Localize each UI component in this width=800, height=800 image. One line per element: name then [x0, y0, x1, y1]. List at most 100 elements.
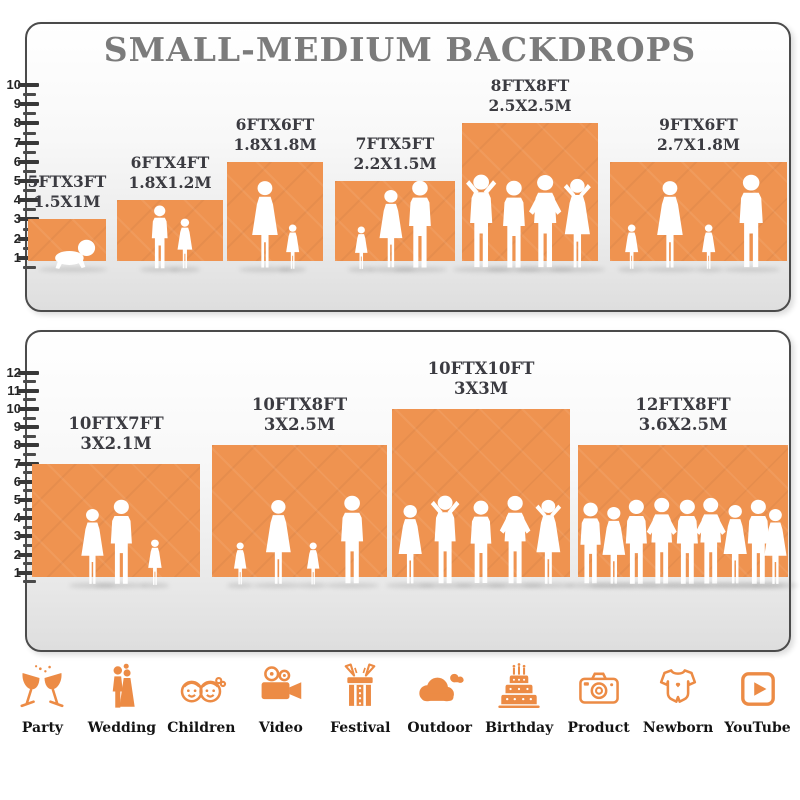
figure-akimbo	[496, 495, 534, 586]
ruler-tick-minor	[23, 380, 36, 384]
category-label: Newborn	[642, 720, 714, 736]
ruler-number: 1	[0, 250, 21, 265]
size-m-label: 1.5X1M	[33, 192, 101, 212]
category-label: Wedding	[87, 720, 157, 736]
backdrop-size-label: 5FTX3FT 1.5X1M	[28, 172, 107, 212]
category-wedding: Wedding	[85, 662, 159, 736]
figure-shadow	[695, 267, 723, 272]
figure-man	[731, 174, 771, 270]
figure-woman	[393, 504, 427, 586]
category-label: Video	[258, 720, 303, 736]
backdrop-6ftx4ft	[117, 200, 223, 261]
ruler-number: 9	[0, 96, 21, 111]
figure-shadow	[522, 583, 575, 588]
figure-akimbo	[525, 174, 565, 270]
size-m-label: 2.7X1.8M	[656, 134, 741, 154]
size-m-label: 3.6X2.5M	[638, 415, 728, 435]
figure-woman	[260, 499, 297, 586]
ruler-tick-major	[18, 516, 39, 521]
figure-pose	[426, 495, 464, 586]
size-ft-label: 7FTX5FT	[355, 134, 435, 153]
ruler-tick-major	[18, 179, 39, 183]
page-title: SMALL-MEDIUM BACKDROPS	[103, 30, 697, 69]
ruler-number: 9	[0, 419, 21, 434]
birthday-icon	[492, 662, 546, 716]
ruler-number: 8	[0, 437, 21, 452]
ruler-tick-minor	[23, 544, 36, 547]
ruler-number: 6	[0, 154, 21, 169]
ruler-number: 6	[0, 474, 21, 489]
figure-man	[103, 499, 140, 586]
figure-akimbo	[692, 497, 729, 586]
category-row: Party Wedding	[0, 662, 800, 736]
figure-shadow	[488, 583, 542, 588]
ruler-number: 11	[7, 382, 21, 398]
ruler-tick-major	[18, 552, 39, 557]
figure-shadow	[643, 267, 697, 272]
category-label: Birthday	[485, 720, 554, 736]
festival-icon	[333, 662, 387, 716]
figure-man	[401, 180, 439, 270]
party-icon	[15, 662, 69, 716]
ruler-tick-major	[18, 570, 39, 575]
ruler-tick-minor	[23, 453, 36, 456]
category-label: YouTube	[724, 720, 791, 736]
ruler-tick-major	[18, 159, 39, 164]
figure-shadow	[95, 583, 147, 588]
backdrop-size-label: 10FTX10FT 3X3M	[428, 359, 535, 399]
figure-man	[618, 499, 655, 586]
newborn-icon	[651, 662, 705, 716]
category-label: Party	[21, 720, 64, 736]
figure-shadow	[590, 583, 638, 588]
ruler-tick-major	[18, 443, 39, 448]
size-m-label: 3X2.1M	[80, 433, 152, 453]
figure-shadow	[550, 267, 605, 272]
figure-girl	[352, 226, 371, 270]
figure-shadow	[752, 583, 799, 588]
figure-girl	[283, 224, 302, 270]
category-product: Product	[562, 662, 636, 736]
wedding-icon	[95, 662, 149, 716]
figure-shadow	[617, 267, 645, 272]
ruler-number: 1	[0, 565, 21, 580]
figure-man	[463, 500, 499, 586]
size-ft-label: 8FTX8FT	[490, 76, 570, 96]
ruler-number: 4	[0, 192, 21, 207]
size-ft-label: 6FTX6FT	[235, 114, 315, 134]
category-label: Product	[567, 720, 630, 736]
size-ft-label: 6FTX4FT	[130, 153, 210, 173]
size-m-label: 2.2X1.5M	[353, 154, 437, 173]
ruler-number: 4	[0, 510, 21, 525]
category-outdoor: Outdoor	[403, 662, 477, 736]
ruler-tick-major	[18, 83, 39, 87]
ruler-tick-minor	[23, 562, 36, 566]
figure-posew	[530, 499, 567, 586]
figure-shadow	[635, 583, 689, 588]
figure-boy	[146, 205, 173, 270]
youtube-icon	[731, 662, 785, 716]
backdrop-size-label: 10FTX8FT 3X2.5M	[252, 395, 347, 435]
ruler-number: 2	[0, 547, 21, 562]
figure-girl	[145, 539, 165, 586]
figure-shadow	[711, 583, 760, 588]
figure-woman	[651, 180, 689, 270]
ruler-number: 3	[0, 211, 21, 226]
ruler-tick-major	[18, 407, 39, 411]
ruler-tick-minor	[23, 150, 36, 154]
size-ft-label: 9FTX6FT	[659, 114, 738, 134]
ruler-number: 12	[6, 364, 21, 380]
size-m-label: 3X2.5M	[263, 415, 336, 435]
backdrop-size-label: 10FTX7FT 3X2.1M	[68, 414, 163, 454]
size-ft-label: 10FTX8FT	[251, 395, 348, 415]
ruler-tick-minor	[23, 208, 36, 212]
category-video: Video	[244, 662, 318, 736]
ruler-number: 10	[6, 401, 21, 416]
figure-girl	[174, 218, 196, 270]
ruler-tick-minor	[23, 131, 36, 135]
category-label: Outdoor	[407, 720, 473, 736]
figure-shadow	[487, 267, 541, 272]
figure-shadow	[325, 583, 379, 588]
size-m-label: 1.8X1.8M	[233, 134, 317, 154]
size-ft-label: 10FTX10FT	[427, 359, 535, 378]
ruler-tick-minor	[23, 489, 36, 493]
